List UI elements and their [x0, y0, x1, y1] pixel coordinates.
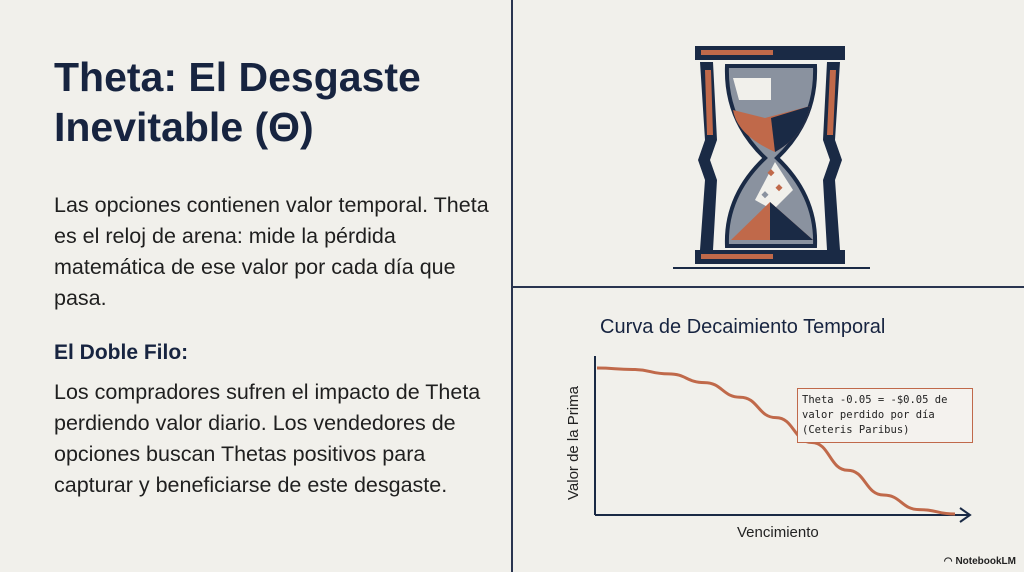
detail-text: Los compradores sufren el impacto de The… — [54, 380, 481, 497]
annotation-line: valor perdido por día — [802, 409, 935, 421]
slide-title: Theta: El Desgaste Inevitable (Θ) — [54, 54, 421, 150]
intro-text: Las opciones contienen valor temporal. T… — [54, 193, 489, 310]
horizontal-divider — [512, 286, 1024, 288]
x-axis-arrow-icon — [959, 507, 972, 523]
series-line — [596, 366, 956, 516]
subheading: El Doble Filo: — [54, 341, 189, 364]
brand-label: NotebookLM — [955, 556, 1016, 567]
x-axis-label: Vencimiento — [737, 524, 819, 541]
notebooklm-logo: ◠ NotebookLM — [944, 556, 1016, 567]
annotation-line: Theta -0.05 = -$0.05 de — [802, 394, 948, 406]
hourglass-icon — [673, 46, 870, 269]
chart-title: Curva de Decaimiento Temporal — [600, 316, 886, 338]
vertical-divider — [511, 0, 513, 572]
notebooklm-icon: ◠ — [943, 556, 953, 567]
y-axis-label: Valor de la Prima — [565, 386, 582, 500]
annotation-line: (Ceteris Paribus) — [802, 424, 910, 436]
theta-annotation: Theta -0.05 = -$0.05 de valor perdido po… — [797, 388, 973, 443]
